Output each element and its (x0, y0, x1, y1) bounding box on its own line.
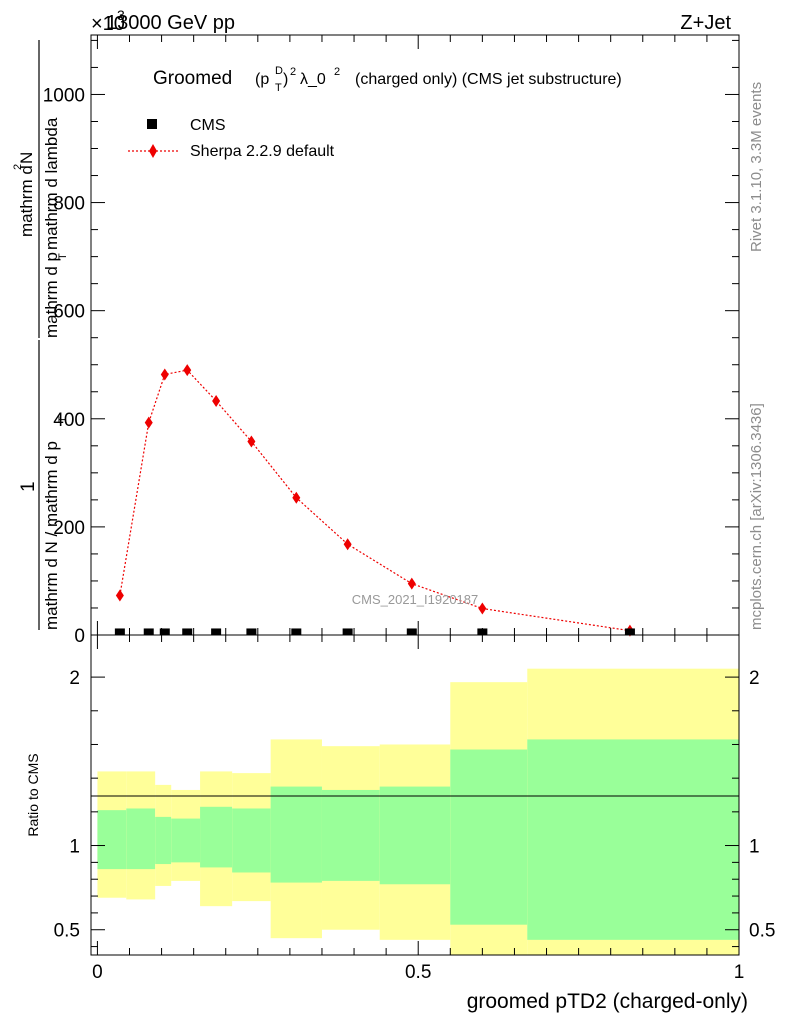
main-plot-frame (90, 34, 740, 636)
exponent-value: 3 (117, 7, 125, 23)
legend-cms-label: CMS (190, 117, 226, 134)
cms-point-3 (182, 628, 193, 636)
sherpa-point-3 (183, 364, 192, 377)
sherpa-series (115, 364, 634, 637)
main-ytick-label: 200 (53, 518, 85, 539)
cms-series (114, 628, 635, 636)
sherpa-point-1 (144, 416, 153, 429)
ratio-xtick-label: 1 (734, 962, 745, 983)
svg-text:1: 1 (18, 481, 39, 492)
svg-text:mathrm d lambda: mathrm d lambda (42, 117, 61, 250)
rivet-side-label: Rivet 3.1.10, 3.3M events (748, 82, 765, 252)
legend: CMS Sherpa 2.2.9 default (128, 117, 335, 160)
analysis-watermark: CMS_2021_I1920187 (352, 592, 479, 607)
ratio-band-inner-10 (527, 739, 739, 940)
ratio-xtick-label: 0 (92, 962, 103, 983)
cms-point-10 (624, 628, 635, 636)
main-ytick-label: 600 (53, 302, 85, 323)
legend-cms-marker (147, 119, 157, 129)
ratio-ytick-label: 0.5 (54, 921, 80, 942)
ratio-ytick-label-right: 1 (749, 837, 760, 858)
main-ytick-label: 1000 (43, 85, 85, 106)
svg-text:N: N (17, 152, 36, 164)
exponent-prefix: ×10 (91, 13, 125, 35)
legend-sherpa-marker (149, 144, 157, 158)
cms-point-1 (143, 628, 154, 636)
cms-point-6 (291, 628, 302, 636)
plot-title: Groomed (p D T ) 2 λ_0 2 (charged only) … (153, 65, 622, 94)
ratio-band-inner-7 (321, 789, 380, 881)
ratio-band-inner-4 (200, 806, 233, 868)
svg-text:D: D (275, 65, 283, 77)
ratio-ytick-label-right: 0.5 (749, 921, 775, 942)
legend-sherpa-label: Sherpa 2.2.9 default (190, 143, 335, 160)
sherpa-point-6 (292, 491, 301, 504)
svg-text:mathrm d N / mathrm d p: mathrm d N / mathrm d p (42, 441, 61, 630)
sherpa-point-0 (115, 589, 124, 602)
ratio-ylabel: Ratio to CMS (25, 753, 41, 836)
ratio-band-inner-0 (97, 810, 127, 870)
ratio-ytick-label-right: 2 (749, 668, 760, 689)
svg-text:T: T (57, 416, 69, 423)
sherpa-point-5 (247, 435, 256, 448)
svg-text:): ) (283, 71, 288, 88)
ratio-xtick-label: 0.5 (405, 962, 431, 983)
sherpa-point-9 (478, 602, 487, 615)
ratio-ytick-label: 1 (69, 837, 80, 858)
cms-point-2 (159, 628, 170, 636)
mcplots-side-label: mcplots.cern.ch [arXiv:1306.3436] (748, 403, 765, 630)
main-ylabel: 1 mathrm d N / mathrm d p T mathrm d 2 N… (12, 40, 69, 630)
cms-point-4 (211, 628, 222, 636)
axis-ticks (91, 35, 740, 955)
ratio-bands (97, 668, 739, 955)
sherpa-point-8 (407, 577, 416, 590)
cms-point-8 (406, 628, 417, 636)
cms-point-5 (246, 628, 257, 636)
ratio-plot-frame (90, 634, 740, 956)
x-axis-label: groomed pTD2 (charged-only) (467, 990, 748, 1013)
main-ytick-label: 800 (53, 194, 85, 215)
svg-text:mathrm d: mathrm d (17, 165, 36, 237)
cms-point-7 (342, 628, 353, 636)
svg-text:(p: (p (255, 71, 269, 88)
sherpa-point-4 (212, 394, 221, 407)
svg-text:2: 2 (290, 66, 296, 78)
ratio-band-inner-8 (379, 786, 451, 885)
ratio-ytick-label: 2 (69, 668, 80, 689)
ratio-band-inner-9 (450, 749, 528, 925)
header-process: Z+Jet (680, 12, 731, 34)
ratio-band-inner-3 (171, 818, 201, 863)
main-ytick-label: 400 (53, 410, 85, 431)
header-energy: 13000 GeV pp (106, 12, 235, 34)
svg-text:(charged only) (CMS jet substr: (charged only) (CMS jet substructure) (355, 71, 622, 88)
svg-text:T: T (275, 82, 282, 94)
svg-text:mathrm d p: mathrm d p (42, 252, 61, 338)
ratio-band-inner-1 (126, 808, 156, 870)
ratio-band-inner-5 (232, 808, 271, 873)
svg-text:Groomed: Groomed (153, 68, 232, 89)
ratio-band-inner-2 (155, 816, 172, 865)
svg-text:2: 2 (12, 164, 24, 170)
cms-point-0 (114, 628, 125, 636)
svg-text:T: T (57, 253, 69, 260)
svg-text:λ_0: λ_0 (300, 71, 326, 88)
main-ytick-label: 0 (74, 626, 85, 647)
sherpa-point-7 (343, 538, 352, 551)
sherpa-point-2 (160, 368, 169, 381)
svg-text:2: 2 (334, 66, 340, 78)
ratio-band-inner-6 (270, 786, 322, 883)
